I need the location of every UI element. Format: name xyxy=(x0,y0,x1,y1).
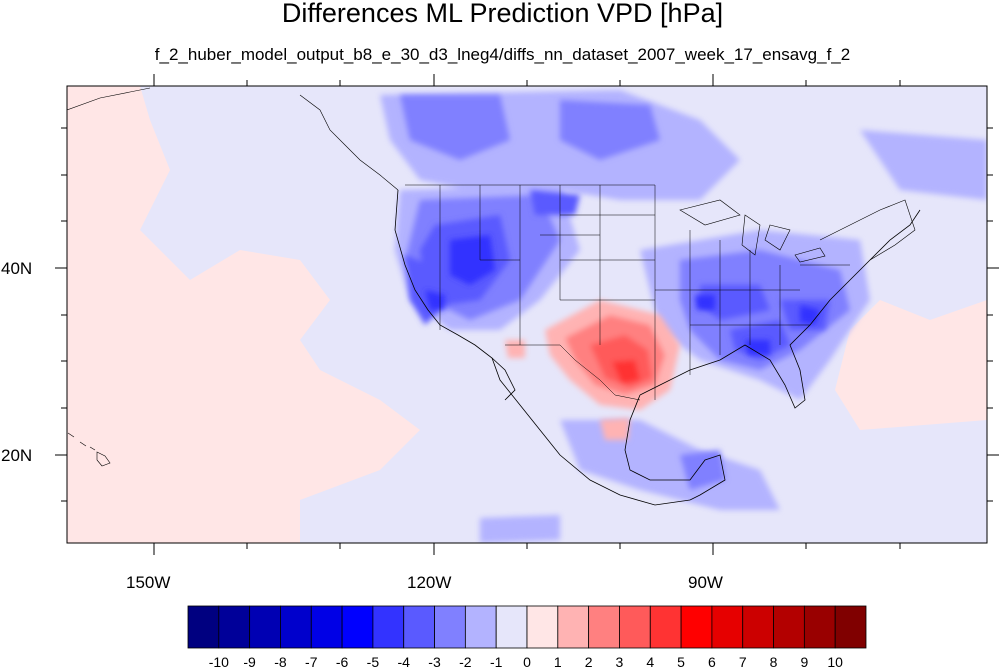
contour-region xyxy=(560,100,660,160)
colorbar-tick-label: -8 xyxy=(274,654,287,670)
coastline xyxy=(491,357,516,401)
colorbar-tick-label: 1 xyxy=(553,654,562,670)
lat-label-40n: 40N xyxy=(1,259,33,278)
lake xyxy=(741,214,761,256)
colorbar-tick-label: 6 xyxy=(708,654,716,670)
colorbar-swatch xyxy=(218,605,251,649)
colorbar-swatch xyxy=(187,605,220,649)
colorbar-tick-label: -1 xyxy=(489,654,503,670)
lon-label-120w: 120W xyxy=(407,573,452,592)
colorbar-tick-label: 2 xyxy=(584,654,593,670)
coastline xyxy=(624,394,726,501)
near-zero-region xyxy=(220,90,380,150)
island xyxy=(89,446,96,451)
lakes-and-canada xyxy=(67,87,916,263)
contour-region xyxy=(800,305,820,325)
contour-region xyxy=(680,450,725,490)
coastlines xyxy=(394,189,921,506)
contour-region xyxy=(450,235,495,285)
map-title: Differences ML Prediction VPD [hPa] xyxy=(281,0,724,28)
contour-region xyxy=(695,295,715,310)
near-zero-region xyxy=(420,320,480,410)
colorbar-tick-label: 10 xyxy=(827,654,843,670)
colorbar-tick-label: 8 xyxy=(769,654,778,670)
colorbar-swatch xyxy=(588,605,620,649)
coastline xyxy=(639,209,921,409)
colorbar-swatch xyxy=(619,605,651,649)
colorbar-swatch xyxy=(372,605,405,649)
hawaii-islands xyxy=(67,432,111,467)
colorbar-tick-label: -2 xyxy=(459,654,472,670)
contour-region xyxy=(400,95,510,160)
colorbar-swatch xyxy=(803,605,836,649)
colorbar-tick-label: -7 xyxy=(305,654,318,670)
colorbar-tick-label: 7 xyxy=(738,654,747,670)
colorbar-tick-label: -3 xyxy=(428,654,441,670)
colorbar-swatch xyxy=(834,605,867,649)
colorbar-swatch xyxy=(464,605,497,649)
colorbar-swatch xyxy=(526,605,559,649)
contour-region xyxy=(860,130,987,200)
colorbar-tick-label: -5 xyxy=(366,654,380,670)
colorbar-tick-label: -10 xyxy=(208,654,229,670)
coastline xyxy=(299,94,399,191)
lake xyxy=(679,199,741,226)
colorbar-swatch xyxy=(495,605,528,649)
contour-region xyxy=(480,515,560,543)
colorbar-swatch xyxy=(434,605,466,649)
near-zero-region xyxy=(140,86,987,543)
colorbar-tick-label: 9 xyxy=(800,654,809,670)
colorbar-swatch xyxy=(773,605,805,649)
colorbar xyxy=(187,605,867,649)
colorbar-swatch xyxy=(557,605,590,649)
contour-region xyxy=(612,360,640,384)
colorbar-tick-label: 4 xyxy=(646,654,655,670)
lake xyxy=(794,247,826,263)
contour-region xyxy=(700,285,770,320)
map-field xyxy=(67,86,987,543)
colorbar-swatch xyxy=(649,605,682,649)
colorbar-swatch xyxy=(711,605,744,649)
colorbar-tick-label: 3 xyxy=(615,654,624,670)
island xyxy=(96,451,111,467)
colorbar-swatch xyxy=(341,605,374,649)
lon-label-150w: 150W xyxy=(126,573,171,592)
colorbar-tick-label: 0 xyxy=(523,654,531,670)
map-subtitle: f_2_huber_model_output_b8_e_30_d3_lneg4/… xyxy=(154,45,851,64)
lat-label-20n: 20N xyxy=(1,446,33,465)
axis-ticks xyxy=(55,74,999,555)
lon-label-90w: 90W xyxy=(688,573,723,592)
colorbar-tick-label: -6 xyxy=(335,654,349,670)
colorbar-swatch xyxy=(680,605,713,649)
coastline xyxy=(67,87,151,111)
state-boundary xyxy=(479,185,520,261)
colorbar-swatch xyxy=(310,605,343,649)
colorbar-swatch xyxy=(742,605,774,649)
state-boundary xyxy=(559,185,655,301)
colorbar-swatch xyxy=(249,605,281,649)
contour-region xyxy=(600,418,630,440)
lake xyxy=(764,224,791,251)
contour-region xyxy=(530,190,580,215)
colorbar-tick-label: -9 xyxy=(243,654,256,670)
contour-region xyxy=(745,340,770,355)
colorbar-swatch xyxy=(280,605,312,649)
contour-region xyxy=(560,420,780,510)
coastline xyxy=(819,199,916,261)
colorbar-tick-label: 5 xyxy=(677,654,685,670)
contour-region xyxy=(505,340,525,358)
colorbar-tick-label: -4 xyxy=(397,654,410,670)
island xyxy=(67,432,75,438)
island xyxy=(79,441,87,447)
state-boundaries xyxy=(405,184,850,401)
country-border xyxy=(505,344,641,401)
colorbar-swatch xyxy=(403,605,435,649)
